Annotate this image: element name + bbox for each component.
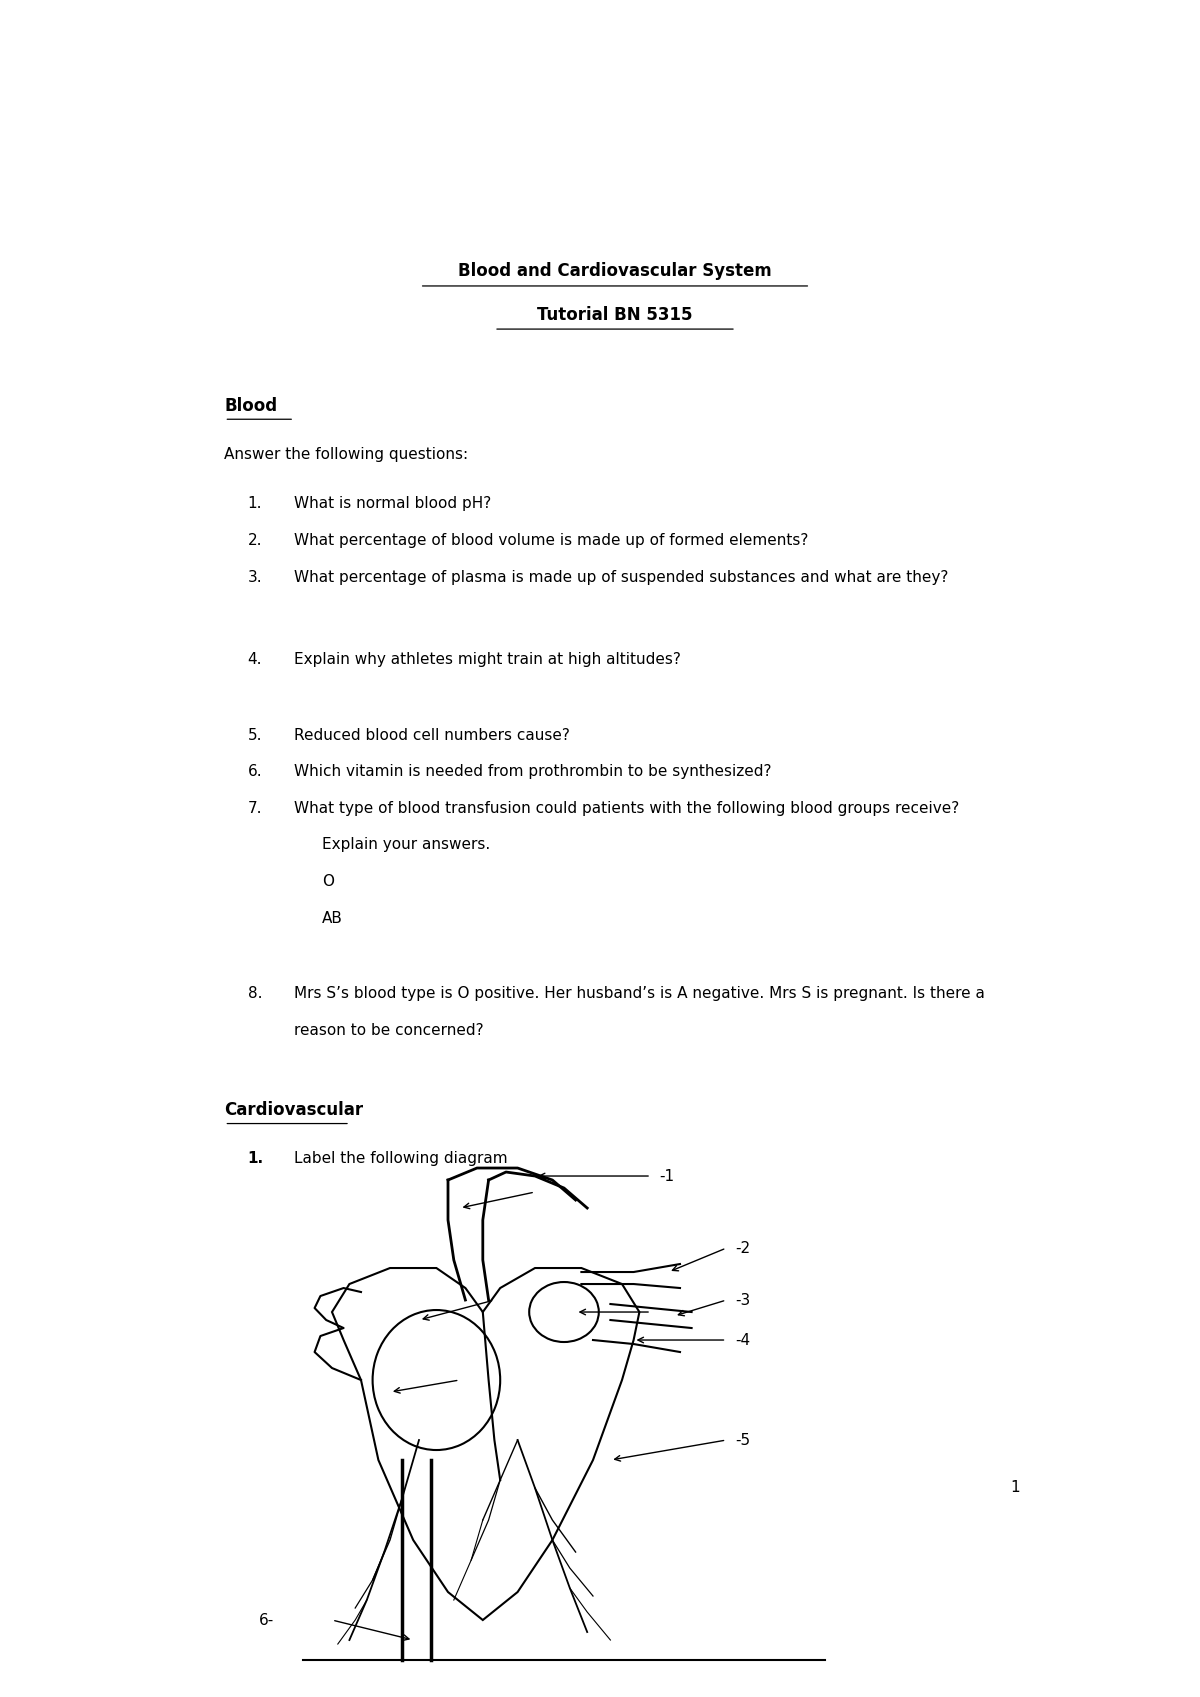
Text: -5: -5: [736, 1432, 750, 1448]
Text: Blood and Cardiovascular System: Blood and Cardiovascular System: [458, 263, 772, 280]
Text: 3.: 3.: [247, 570, 263, 584]
Text: 2.: 2.: [247, 533, 262, 548]
Text: Explain your answers.: Explain your answers.: [322, 837, 491, 852]
Text: Which vitamin is needed from prothrombin to be synthesized?: Which vitamin is needed from prothrombin…: [294, 764, 772, 779]
Text: Blood: Blood: [224, 397, 277, 416]
Text: O: O: [322, 874, 334, 889]
Text: What type of blood transfusion could patients with the following blood groups re: What type of blood transfusion could pat…: [294, 801, 960, 816]
Text: 1.: 1.: [247, 1151, 264, 1166]
Text: What percentage of blood volume is made up of formed elements?: What percentage of blood volume is made …: [294, 533, 809, 548]
Text: -4: -4: [736, 1332, 750, 1347]
Text: 8.: 8.: [247, 986, 262, 1001]
Text: Answer the following questions:: Answer the following questions:: [224, 446, 468, 462]
Text: -1: -1: [660, 1169, 674, 1183]
Text: 7.: 7.: [247, 801, 262, 816]
Text: -3: -3: [736, 1293, 750, 1307]
Text: Label the following diagram: Label the following diagram: [294, 1151, 508, 1166]
Text: Tutorial BN 5315: Tutorial BN 5315: [538, 305, 692, 324]
Text: What percentage of plasma is made up of suspended substances and what are they?: What percentage of plasma is made up of …: [294, 570, 948, 584]
Text: 4.: 4.: [247, 652, 262, 667]
Text: -2: -2: [736, 1241, 750, 1256]
Text: What is normal blood pH?: What is normal blood pH?: [294, 496, 492, 511]
Text: AB: AB: [322, 911, 343, 925]
Text: reason to be concerned?: reason to be concerned?: [294, 1023, 484, 1039]
Text: 6-: 6-: [259, 1612, 274, 1627]
Text: Explain why athletes might train at high altitudes?: Explain why athletes might train at high…: [294, 652, 682, 667]
Text: 6.: 6.: [247, 764, 263, 779]
Text: Cardiovascular: Cardiovascular: [224, 1101, 364, 1120]
Text: 5.: 5.: [247, 728, 262, 743]
Text: 1: 1: [1010, 1480, 1020, 1495]
Text: Mrs S’s blood type is O positive. Her husband’s is A negative. Mrs S is pregnant: Mrs S’s blood type is O positive. Her hu…: [294, 986, 985, 1001]
Text: Reduced blood cell numbers cause?: Reduced blood cell numbers cause?: [294, 728, 570, 743]
Text: 1.: 1.: [247, 496, 262, 511]
